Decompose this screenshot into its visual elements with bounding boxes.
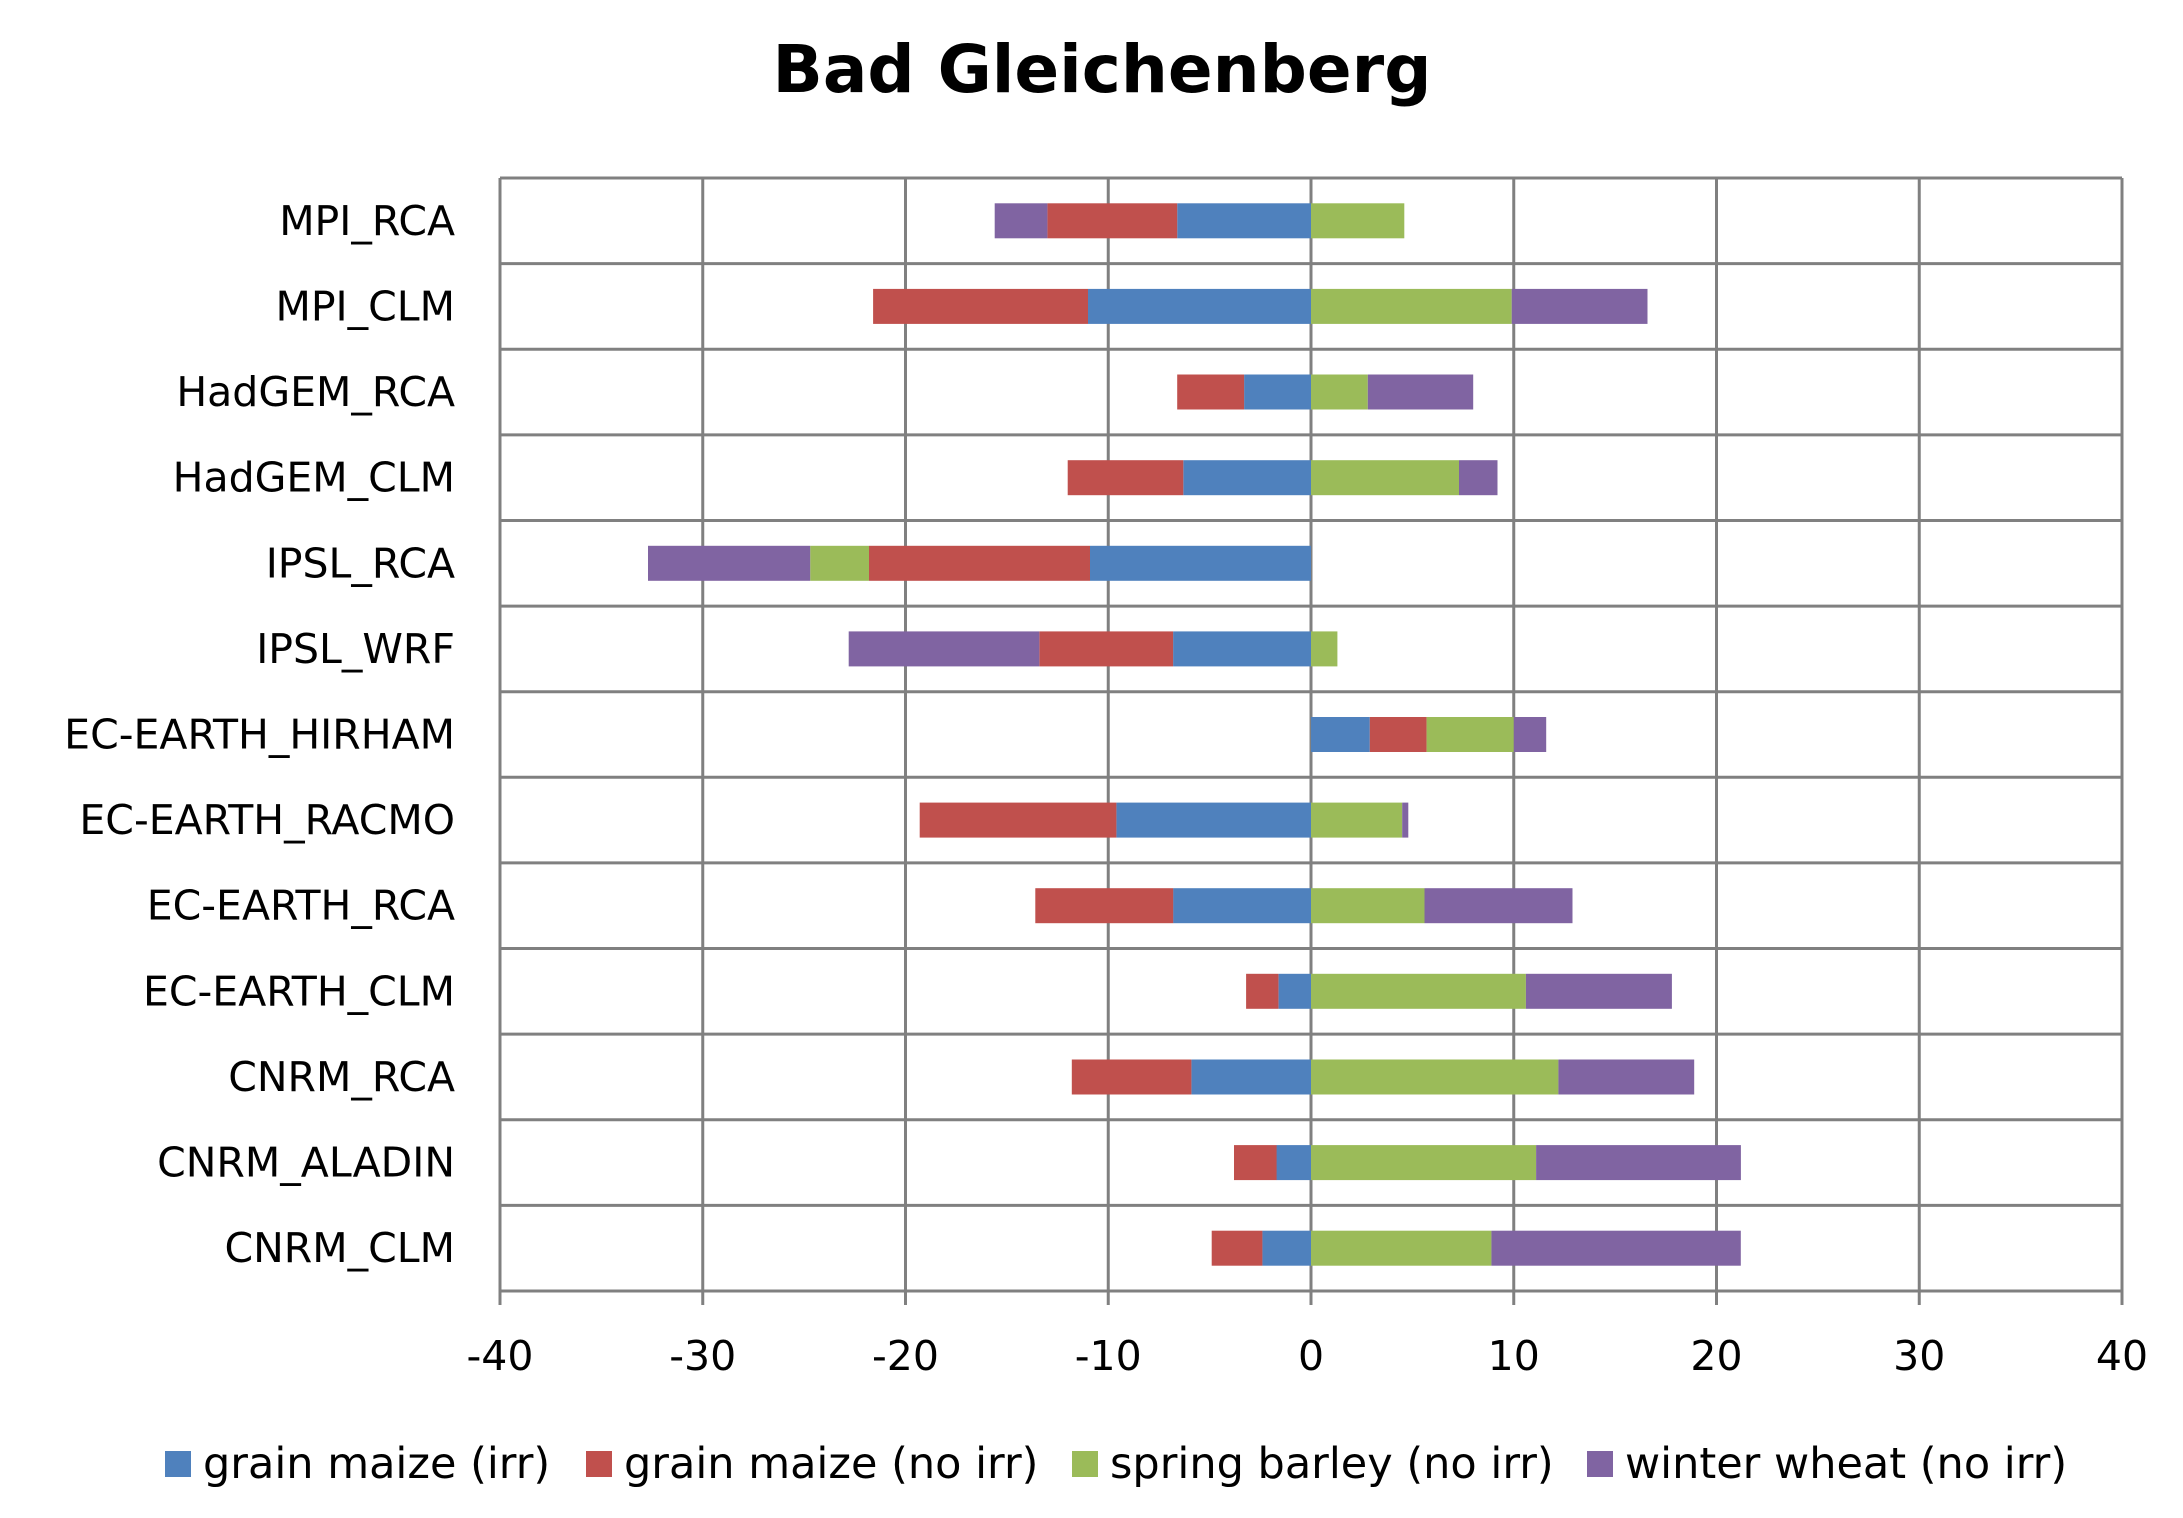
bar-segment — [1278, 973, 1311, 1009]
tick-label: -30 — [669, 1332, 736, 1380]
category-label: CNRM_RCA — [228, 1053, 455, 1101]
category-label: EC-EARTH_RCA — [147, 882, 455, 930]
bar-segment — [1459, 460, 1498, 496]
bar-segment — [1047, 203, 1178, 239]
legend-label: spring barley (no irr) — [1110, 1439, 1554, 1489]
bar-segment — [1311, 802, 1403, 838]
bar-segment — [1311, 203, 1405, 239]
category-label: EC-EARTH_RACMO — [79, 796, 455, 844]
tick-label: 30 — [1893, 1332, 1945, 1380]
legend-swatch — [1072, 1451, 1098, 1477]
bar-segment — [873, 288, 1088, 324]
bar-segment — [1177, 374, 1245, 410]
tick-label: -10 — [1075, 1332, 1142, 1380]
category-label: IPSL_WRF — [256, 625, 455, 673]
bar-segment — [810, 545, 869, 581]
bar-segment — [1513, 717, 1547, 752]
legend-swatch — [1587, 1451, 1613, 1477]
legend-label: grain maize (irr) — [203, 1439, 550, 1489]
bar-segment — [1311, 973, 1526, 1009]
bar-segment — [1116, 802, 1311, 838]
value-axis: -40 -30 -20 -10 0 10 20 30 40 — [467, 1332, 2149, 1380]
category-label: HadGEM_RCA — [176, 368, 455, 416]
bar-segment — [1491, 1230, 1741, 1266]
legend-label: grain maize (no irr) — [624, 1439, 1038, 1489]
bars — [648, 203, 1741, 1266]
bar-segment — [1090, 545, 1311, 581]
legend-swatch — [165, 1451, 191, 1477]
tick-label: -20 — [872, 1332, 939, 1380]
bar-segment — [1311, 888, 1425, 924]
bar-segment — [1311, 717, 1370, 752]
bar-segment — [1525, 973, 1672, 1009]
bar-segment — [1311, 460, 1459, 496]
bar-segment — [1035, 888, 1174, 924]
legend: grain maize (irr) grain maize (no irr) spr… — [165, 1439, 2067, 1489]
bar-segment — [848, 631, 1040, 667]
tick-label: 40 — [2096, 1332, 2148, 1380]
bar-segment — [994, 203, 1048, 239]
bar-segment — [648, 545, 811, 581]
category-label: IPSL_RCA — [266, 539, 455, 587]
bar-segment — [1262, 1230, 1311, 1266]
legend-swatch — [586, 1451, 612, 1477]
bar-segment — [1369, 717, 1427, 752]
bar-segment — [1173, 631, 1311, 667]
bar-segment — [919, 802, 1117, 838]
bar-segment — [1402, 802, 1409, 838]
bar-segment — [1071, 1059, 1192, 1095]
category-label: CNRM_CLM — [224, 1224, 455, 1272]
category-label: CNRM_ALADIN — [157, 1139, 455, 1187]
bar-segment — [1246, 973, 1279, 1009]
bar-segment — [1211, 1230, 1263, 1266]
bar-segment — [1311, 288, 1512, 324]
category-label: EC-EARTH_CLM — [143, 967, 455, 1015]
category-axis: MPI_RCA MPI_CLM HadGEM_RCA HadGEM_CLM IPSL_R… — [64, 197, 455, 1272]
tick-label: -40 — [467, 1332, 534, 1380]
tick-label: 10 — [1488, 1332, 1540, 1380]
tick-label: 0 — [1298, 1332, 1324, 1380]
bar-segment — [1367, 374, 1474, 410]
bar-segment — [1234, 1145, 1277, 1181]
bar-segment — [1067, 460, 1184, 496]
category-label: HadGEM_CLM — [173, 454, 455, 502]
bar-segment — [1311, 1230, 1492, 1266]
bar-segment — [1311, 374, 1368, 410]
bar-segment — [1536, 1145, 1741, 1181]
bar-segment — [1244, 374, 1311, 410]
bar-segment — [1191, 1059, 1311, 1095]
bar-segment — [1424, 888, 1573, 924]
category-label: MPI_CLM — [275, 282, 455, 330]
bar-segment — [1039, 631, 1174, 667]
bar-segment — [1311, 1145, 1537, 1181]
plot-grid — [498, 176, 2124, 1305]
bar-segment — [1183, 460, 1311, 496]
chart-title: Bad Gleichenberg — [773, 31, 1432, 108]
legend-label: winter wheat (no irr) — [1625, 1439, 2067, 1489]
bar-segment — [1276, 1145, 1311, 1181]
bar-segment — [1511, 288, 1648, 324]
category-label: MPI_RCA — [279, 197, 455, 245]
bar-segment — [1558, 1059, 1695, 1095]
tick-label: 20 — [1690, 1332, 1742, 1380]
bar-segment — [1173, 888, 1311, 924]
bar-segment — [1426, 717, 1514, 752]
bar-segment — [1088, 288, 1311, 324]
bar-segment — [1177, 203, 1311, 239]
bar-segment — [1311, 1059, 1559, 1095]
bar-segment — [1311, 631, 1338, 667]
bar-segment — [869, 545, 1090, 581]
category-label: EC-EARTH_HIRHAM — [64, 711, 455, 759]
